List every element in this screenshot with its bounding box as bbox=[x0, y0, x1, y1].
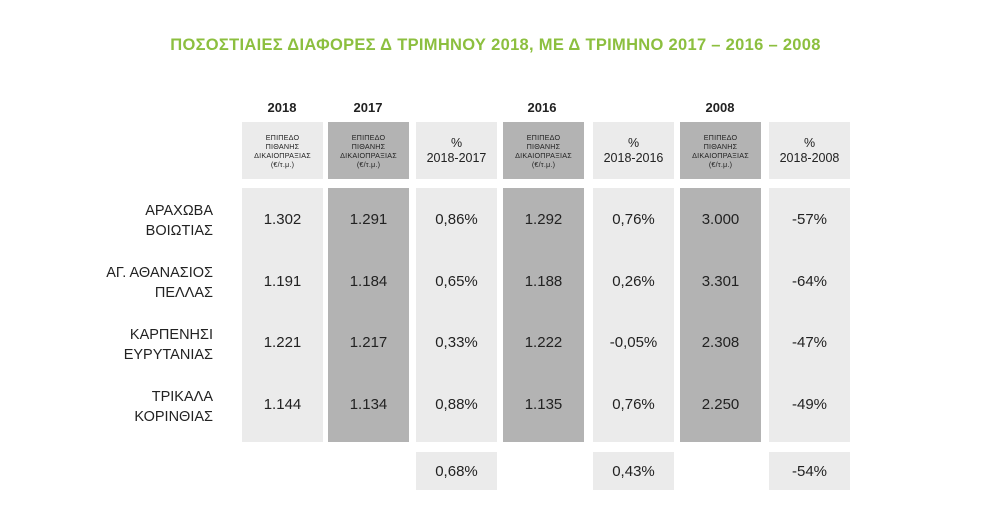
table-cell: 1.222 bbox=[524, 334, 563, 351]
level-header-2018: ΕΠΙΠΕΔΟ ΠΙΘΑΝΗΣ ΔΙΚΑΙΟΠΡΑΞΙΑΣ (€/τ.μ.) bbox=[242, 122, 323, 179]
row-label: ΚΑΡΠΕΝΗΣΙ ΕΥΡΥΤΑΝΙΑΣ bbox=[123, 327, 213, 363]
table-cell: -0,05% bbox=[609, 334, 658, 351]
column-2017 bbox=[328, 188, 409, 442]
table-cell: 1.191 bbox=[263, 273, 302, 290]
table-cell: 2.308 bbox=[701, 334, 740, 351]
table-cell: 1.217 bbox=[349, 334, 388, 351]
pct-header-2016: % 2018-2016 bbox=[593, 122, 674, 179]
row-label: ΑΓ. ΑΘΑΝΑΣΙΟΣ ΠΕΛΛΑΣ bbox=[106, 265, 213, 301]
column-2018 bbox=[242, 188, 323, 442]
table-cell: 1.302 bbox=[263, 211, 302, 228]
table-cell: 1.144 bbox=[263, 396, 302, 413]
row-label: ΤΡΙΚΑΛΑ ΚΟΡΙΝΘΙΑΣ bbox=[134, 389, 213, 425]
average-pct-2017: 0,68% bbox=[416, 452, 497, 490]
pct-header-2017: % 2018-2017 bbox=[416, 122, 497, 179]
table-cell: -49% bbox=[791, 396, 828, 413]
average-pct-2016: 0,43% bbox=[593, 452, 674, 490]
table-cell: 3.000 bbox=[701, 211, 740, 228]
column-2008 bbox=[680, 188, 761, 442]
page-title: ΠΟΣΟΣΤΙΑΙΕΣ ΔΙΑΦΟΡΕΣ Δ ΤΡΙΜΗΝΟΥ 2018, ΜΕ… bbox=[170, 36, 821, 54]
column-2016 bbox=[503, 188, 584, 442]
average-pct-2008: -54% bbox=[769, 452, 850, 490]
table-cell: 1.221 bbox=[263, 334, 302, 351]
level-header-2016: ΕΠΙΠΕΔΟ ΠΙΘΑΝΗΣ ΔΙΚΑΙΟΠΡΑΞΙΑΣ (€/τ.μ.) bbox=[503, 122, 584, 179]
level-header-2017: ΕΠΙΠΕΔΟ ΠΙΘΑΝΗΣ ΔΙΚΑΙΟΠΡΑΞΙΑΣ (€/τ.μ.) bbox=[328, 122, 409, 179]
table-cell: 0,33% bbox=[435, 334, 478, 351]
table-cell: 0,86% bbox=[435, 211, 478, 228]
table-cell: 2.250 bbox=[701, 396, 740, 413]
table-cell: 0,88% bbox=[435, 396, 478, 413]
year-2008-heading: 2008 bbox=[705, 100, 735, 115]
column-pct-2008 bbox=[769, 188, 850, 442]
table-cell: 0,26% bbox=[612, 273, 655, 290]
table-cell: 1.292 bbox=[524, 211, 563, 228]
table-cell: -64% bbox=[791, 273, 828, 290]
table-cell: 1.291 bbox=[349, 211, 388, 228]
year-2018-heading: 2018 bbox=[267, 100, 297, 115]
table-cell: 1.184 bbox=[349, 273, 388, 290]
table-cell: -47% bbox=[791, 334, 828, 351]
level-header-2008: ΕΠΙΠΕΔΟ ΠΙΘΑΝΗΣ ΔΙΚΑΙΟΠΡΑΞΙΑΣ (€/τ.μ.) bbox=[680, 122, 761, 179]
table-cell: 1.134 bbox=[349, 396, 388, 413]
table-cell: 1.188 bbox=[524, 273, 563, 290]
row-label: ΑΡΑΧΩΒΑ ΒΟΙΩΤΙΑΣ bbox=[145, 203, 213, 239]
table-cell: 0,76% bbox=[612, 211, 655, 228]
pct-header-2008: % 2018-2008 bbox=[769, 122, 850, 179]
year-2016-heading: 2016 bbox=[527, 100, 557, 115]
table-cell: 3.301 bbox=[701, 273, 740, 290]
table-cell: 0,65% bbox=[435, 273, 478, 290]
year-2017-heading: 2017 bbox=[353, 100, 383, 115]
column-pct-2017 bbox=[416, 188, 497, 442]
table-cell: 1.135 bbox=[524, 396, 563, 413]
column-pct-2016 bbox=[593, 188, 674, 442]
table-cell: 0,76% bbox=[612, 396, 655, 413]
table-cell: -57% bbox=[791, 211, 828, 228]
